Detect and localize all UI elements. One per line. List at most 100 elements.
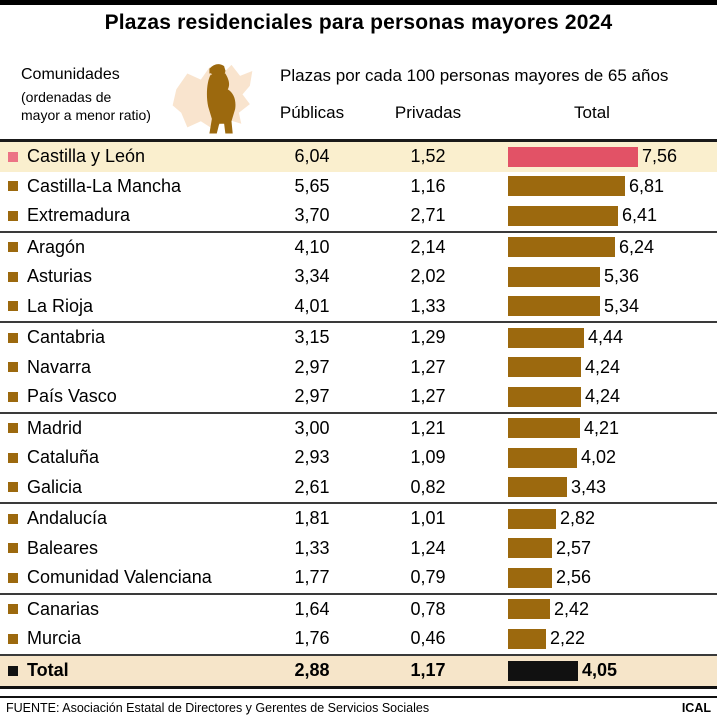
community-name: Aragón — [27, 236, 86, 257]
privadas-value: 1,21 — [410, 417, 446, 438]
privadas-value: 1,09 — [410, 447, 446, 468]
total-bar-cell: 4,24 — [494, 386, 717, 407]
row-label-cell: Aragón — [0, 237, 262, 258]
total-bar-cell: 4,24 — [494, 357, 717, 378]
community-name: Murcia — [27, 628, 82, 649]
table-row: Navarra 2,97 1,27 4,24 — [0, 353, 717, 383]
total-value: 6,81 — [629, 175, 665, 196]
total-value: 4,21 — [584, 417, 620, 438]
group-divider — [0, 230, 717, 233]
row-label-cell: Extremadura — [0, 205, 262, 226]
publicas-value: 1,77 — [294, 567, 330, 588]
table-row: Cataluña 2,93 1,09 4,02 — [0, 443, 717, 473]
total-value: 2,42 — [554, 598, 590, 619]
publicas-value: 5,65 — [294, 175, 330, 196]
row-bullet-icon — [8, 572, 18, 583]
total-value: 4,24 — [585, 356, 621, 377]
publicas-value: 4,10 — [294, 236, 330, 257]
communities-header-subtitle: (ordenadas de mayor a menor ratio) — [21, 88, 151, 124]
community-name: Comunidad Valenciana — [27, 567, 212, 588]
total-value: 2,57 — [556, 537, 592, 558]
publicas-value: 3,00 — [294, 417, 330, 438]
row-bullet-icon — [8, 513, 18, 524]
total-value: 4,44 — [588, 327, 624, 348]
group-divider — [0, 321, 717, 323]
total-bar — [508, 386, 581, 407]
privadas-value: 1,17 — [410, 660, 446, 680]
total-bar — [508, 176, 625, 197]
privadas-value: 2,14 — [410, 236, 446, 257]
total-value: 5,36 — [604, 266, 640, 287]
total-bar-cell: 4,02 — [494, 447, 717, 468]
privadas-value: 1,33 — [410, 295, 446, 316]
privadas-value: 0,79 — [410, 567, 446, 588]
privadas-value: 2,71 — [410, 205, 446, 226]
total-bar — [508, 599, 550, 620]
row-bullet-icon — [8, 362, 18, 373]
row-bullet-icon — [8, 271, 18, 282]
row-label-cell: Asturias — [0, 266, 262, 287]
row-bullet-icon — [8, 181, 18, 192]
privadas-value: 1,27 — [410, 356, 446, 377]
row-bullet-icon — [8, 482, 18, 493]
table-row: Cantabria 3,15 1,29 4,44 — [0, 323, 717, 353]
privadas-value: 0,46 — [410, 628, 446, 649]
publicas-value: 2,88 — [294, 660, 330, 680]
total-bar — [508, 538, 552, 559]
total-bar-cell: 3,43 — [494, 477, 717, 498]
row-bullet-icon — [8, 151, 18, 162]
source-credit: FUENTE: Asociación Estatal de Directores… — [6, 701, 430, 715]
total-value: 4,24 — [585, 386, 621, 407]
total-bar — [508, 628, 546, 649]
publicas-value: 2,97 — [294, 356, 330, 377]
total-bar — [508, 146, 638, 167]
community-name: Cataluña — [27, 447, 100, 468]
column-header-privadas: Privadas — [394, 103, 462, 122]
row-label-cell: Galicia — [0, 477, 262, 498]
communities-header-subtitle-line2: mayor a menor ratio) — [21, 107, 151, 124]
privadas-value: 1,16 — [410, 175, 446, 196]
row-bullet-icon — [8, 242, 18, 253]
table-row: Castilla y León 6,04 1,52 7,56 — [0, 142, 717, 172]
total-value: 2,82 — [560, 508, 596, 529]
row-label-cell: País Vasco — [0, 386, 262, 407]
total-bar-cell: 2,56 — [494, 567, 717, 588]
row-bullet-icon — [8, 665, 18, 676]
community-name: Cantabria — [27, 327, 106, 348]
group-divider — [0, 502, 717, 504]
total-bar-cell: 4,05 — [494, 660, 717, 681]
total-bar — [508, 205, 618, 226]
privadas-value: 0,82 — [410, 476, 446, 497]
total-value: 2,56 — [556, 567, 592, 588]
total-bar-cell: 5,34 — [494, 296, 717, 317]
publicas-value: 3,15 — [294, 327, 330, 348]
total-bar-cell: 4,21 — [494, 418, 717, 439]
row-bullet-icon — [8, 423, 18, 434]
privadas-value: 1,24 — [410, 537, 446, 558]
row-label-cell: Murcia — [0, 628, 262, 649]
community-name: Castilla-La Mancha — [27, 175, 182, 196]
total-bar-cell: 2,82 — [494, 508, 717, 529]
row-bullet-icon — [8, 452, 18, 463]
publicas-value: 2,97 — [294, 386, 330, 407]
publicas-value: 3,34 — [294, 266, 330, 287]
publicas-value: 3,70 — [294, 205, 330, 226]
total-value: 4,05 — [582, 660, 618, 680]
community-name: Canarias — [27, 598, 100, 619]
publicas-value: 4,01 — [294, 295, 330, 316]
table-row: Galicia 2,61 0,82 3,43 — [0, 473, 717, 503]
row-label-cell: Comunidad Valenciana — [0, 567, 262, 588]
row-bullet-icon — [8, 210, 18, 221]
total-value: 3,43 — [571, 476, 607, 497]
table-row: Comunidad Valenciana 1,77 0,79 2,56 — [0, 563, 717, 593]
community-name: País Vasco — [27, 386, 117, 407]
row-label-cell: Canarias — [0, 599, 262, 620]
footer: FUENTE: Asociación Estatal de Directores… — [0, 701, 717, 715]
total-bar — [508, 237, 615, 258]
table-row: Castilla-La Mancha 5,65 1,16 6,81 — [0, 172, 717, 202]
total-value: 6,24 — [619, 236, 655, 257]
column-header-publicas: Públicas — [279, 103, 345, 122]
agency-credit: ICAL — [681, 701, 711, 715]
total-bar — [508, 660, 578, 681]
